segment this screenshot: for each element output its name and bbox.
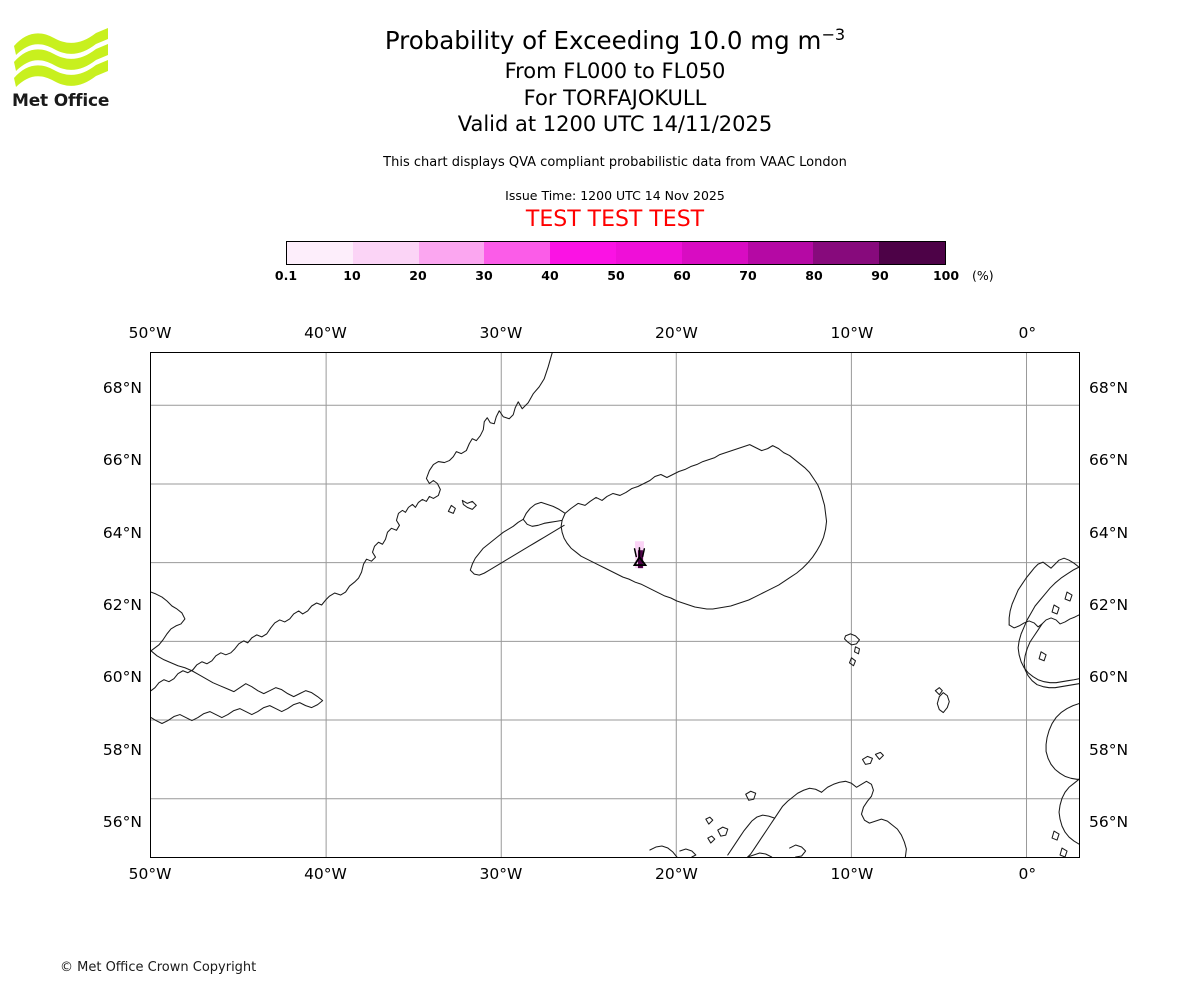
copyright-notice: © Met Office Crown Copyright bbox=[60, 960, 257, 975]
colorbar-tick-60: 60 bbox=[673, 268, 691, 283]
lon-label-top-10°W: 10°W bbox=[830, 324, 874, 342]
lon-label-bottom-20°W: 20°W bbox=[655, 865, 698, 883]
chart-title-block: Probability of Exceeding 10.0 mg m−3 Fro… bbox=[150, 24, 1080, 233]
coastline-faroe bbox=[843, 633, 860, 667]
colorbar-tick-10: 10 bbox=[343, 268, 361, 283]
lon-label-bottom-0°: 0° bbox=[1018, 865, 1037, 883]
lat-label-right-62°N: 62°N bbox=[1089, 596, 1129, 614]
met-office-logo-text: Met Office bbox=[12, 91, 110, 111]
lat-label-left-68°N: 68°N bbox=[102, 379, 142, 398]
met-office-waves-icon bbox=[14, 28, 108, 87]
lat-label-right-58°N: 58°N bbox=[1089, 740, 1129, 759]
colorbar-segment-6 bbox=[681, 242, 748, 264]
lon-label-top-20°W: 20°W bbox=[655, 324, 698, 342]
lon-label-top-30°W: 30°W bbox=[479, 324, 523, 342]
lat-label-left-58°N: 58°N bbox=[102, 740, 142, 759]
lon-label-top-40°W: 40°W bbox=[304, 324, 347, 342]
test-banner: TEST TEST TEST bbox=[525, 206, 705, 232]
lon-label-bottom-40°W: 40°W bbox=[304, 865, 347, 883]
colorbar-segment-9 bbox=[879, 242, 945, 264]
colorbar-segment-4 bbox=[550, 242, 616, 264]
lat-label-right-56°N: 56°N bbox=[1089, 812, 1129, 831]
flight-level-range: From FL000 to FL050 bbox=[504, 59, 726, 83]
colorbar-tick-20: 20 bbox=[409, 268, 427, 283]
colorbar-tick-40: 40 bbox=[541, 268, 559, 283]
lat-label-left-56°N: 56°N bbox=[102, 812, 142, 831]
colorbar-segment-8 bbox=[813, 242, 880, 264]
colorbar-unit-label: (%) bbox=[972, 268, 994, 283]
lat-label-right-66°N: 66°N bbox=[1089, 451, 1129, 470]
colorbar-tick-0.1: 0.1 bbox=[274, 268, 298, 283]
lat-label-left-66°N: 66°N bbox=[102, 451, 142, 470]
colorbar-tick-90: 90 bbox=[871, 268, 889, 283]
lat-label-right-64°N: 64°N bbox=[1089, 523, 1129, 542]
colorbar-segment-0 bbox=[287, 242, 353, 264]
lon-label-top-0°: 0° bbox=[1018, 324, 1037, 342]
colorbar-tick-80: 80 bbox=[805, 268, 823, 283]
lon-label-bottom-50°W: 50°W bbox=[128, 865, 172, 883]
page-title-text: Probability of Exceeding 10.0 mg m bbox=[384, 26, 822, 55]
colorbar-tick-100: 100 bbox=[932, 268, 960, 283]
lat-label-left-64°N: 64°N bbox=[102, 523, 142, 542]
colorbar-segment-5 bbox=[615, 242, 682, 264]
data-source-note: This chart displays QVA compliant probab… bbox=[383, 154, 847, 170]
issue-time: Issue Time: 1200 UTC 14 Nov 2025 bbox=[505, 187, 725, 203]
lat-label-left-62°N: 62°N bbox=[102, 596, 142, 614]
lon-label-bottom-10°W: 10°W bbox=[830, 865, 874, 883]
coastline-shetland bbox=[861, 687, 950, 765]
lat-label-left-60°N: 60°N bbox=[102, 668, 142, 687]
valid-time: Valid at 1200 UTC 14/11/2025 bbox=[457, 112, 773, 136]
lat-label-right-68°N: 68°N bbox=[1089, 379, 1129, 398]
colorbar-segment-7 bbox=[747, 242, 814, 264]
page-title: Probability of Exceeding 10.0 mg m−3 bbox=[150, 24, 1080, 58]
map-canvas bbox=[151, 353, 1079, 857]
colorbar-segment-1 bbox=[352, 242, 419, 264]
volcano-name: For TORFAJOKULL bbox=[523, 85, 707, 110]
lat-label-right-60°N: 60°N bbox=[1089, 668, 1129, 687]
colorbar-tick-30: 30 bbox=[475, 268, 493, 283]
coastline-norway bbox=[1008, 557, 1079, 857]
probability-colorbar: 0.1 10 20 30 40 50 60 70 80 90 100 bbox=[275, 241, 959, 288]
colorbar-segment-2 bbox=[418, 242, 485, 264]
coastline-greenland bbox=[151, 353, 553, 725]
volcano-marker-icon[interactable] bbox=[632, 547, 648, 567]
colorbar-tick-labels: 0.1 10 20 30 40 50 60 70 80 90 100 bbox=[275, 268, 959, 288]
lon-label-top-50°W: 50°W bbox=[128, 324, 172, 342]
colorbar-segment-3 bbox=[484, 242, 551, 264]
coastline-iceland bbox=[469, 444, 828, 610]
met-office-logo: Met Office bbox=[12, 22, 112, 114]
map-plot-area[interactable] bbox=[150, 352, 1080, 858]
map-gridlines bbox=[151, 353, 1079, 857]
coastline-britain bbox=[649, 780, 907, 857]
colorbar-gradient bbox=[286, 241, 946, 265]
colorbar-tick-50: 50 bbox=[607, 268, 625, 283]
colorbar-tick-70: 70 bbox=[739, 268, 757, 283]
lon-label-bottom-30°W: 30°W bbox=[479, 865, 523, 883]
page-title-exponent: −3 bbox=[821, 24, 846, 44]
